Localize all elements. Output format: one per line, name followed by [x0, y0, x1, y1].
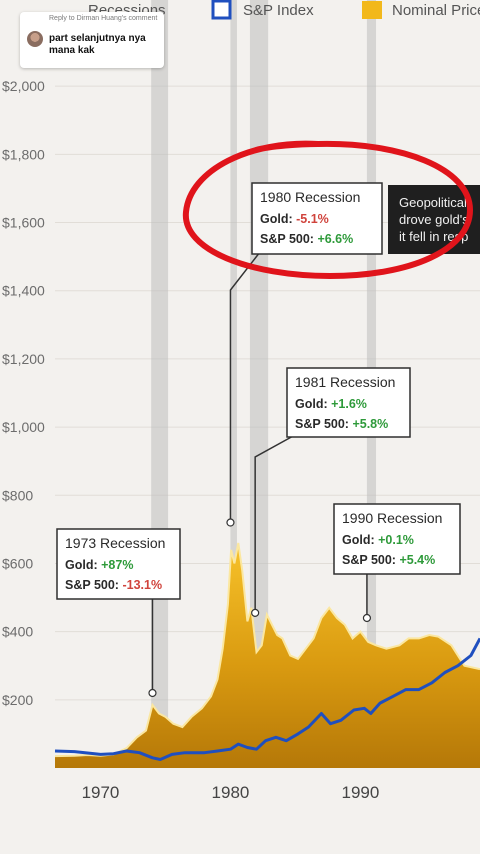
reply-comment-sticker[interactable]: Reply to Dirman Huang's comment part sel…: [20, 12, 164, 68]
avatar: [27, 31, 43, 47]
recession-annotations: 1973 Recession Gold: +87% S&P 500: -13.1% 1…: [56, 182, 461, 698]
annotation-sp-row: S&P 500: +6.6%: [260, 232, 353, 246]
annotation-sp-row: S&P 500: +5.4%: [342, 553, 435, 567]
annotation-box: [286, 367, 411, 438]
series-lines: [54, 637, 480, 761]
annotation-sp-row: S&P 500: -13.1%: [65, 578, 162, 592]
annotation-box: [333, 503, 461, 575]
legend-swatch: [211, 0, 232, 20]
annotation-leader-line: [254, 434, 296, 613]
y-tick-label: $1,200: [2, 351, 45, 367]
annotation-point: [226, 518, 235, 527]
recession-band: [151, 0, 169, 768]
y-tick-label: $2,000: [2, 78, 45, 94]
gold-label: Gold:: [260, 212, 296, 226]
annotation-sp-row: S&P 500: +5.8%: [295, 417, 388, 431]
annotation-title: 1980 Recession: [260, 189, 360, 205]
nominal-price-line: [54, 542, 480, 758]
gold-label: Gold:: [65, 558, 101, 572]
annotation-gold-row: Gold: +87%: [65, 558, 133, 572]
sp-change: -13.1%: [122, 578, 162, 592]
y-tick-label: $600: [2, 555, 33, 571]
x-tick-label: 1990: [342, 783, 380, 802]
y-tick-label: $400: [2, 624, 33, 640]
gold-label: Gold:: [342, 533, 378, 547]
red-circle-highlight: [182, 140, 474, 280]
x-tick-label: 1980: [212, 783, 250, 802]
sp-change: +5.8%: [352, 417, 388, 431]
sp-index-line: [54, 637, 480, 761]
annotation-title: 1973 Recession: [65, 535, 165, 551]
reply-to-label: Reply to Dirman Huang's comment: [49, 15, 158, 22]
annotation-box: [56, 528, 181, 600]
y-tick-label: $800: [2, 487, 33, 503]
annotation-point: [362, 613, 372, 623]
annotation-gold-row: Gold: +1.6%: [295, 397, 367, 411]
gold-change: +1.6%: [331, 397, 367, 411]
annotation-point: [251, 608, 260, 617]
y-tick-label: $1,400: [2, 283, 45, 299]
legend-label: S&P Index: [243, 2, 314, 19]
sp-label: S&P 500:: [295, 417, 352, 431]
annotation-point: [148, 688, 157, 698]
y-tick-label: $200: [2, 692, 33, 708]
sp-label: S&P 500:: [260, 232, 317, 246]
callout-line: it fell in resp: [399, 229, 468, 244]
legend-label: Nominal Price: [392, 2, 480, 19]
sp-change: +6.6%: [317, 232, 353, 246]
gold-change: +87%: [101, 558, 133, 572]
gold-change: +0.1%: [378, 533, 414, 547]
sp-label: S&P 500:: [65, 578, 122, 592]
y-tick-labels: $200 $400 $600 $800 $1,000 $1,200 $1,400 $1,600…: [2, 78, 45, 708]
sp-change: +5.4%: [399, 553, 435, 567]
callout-line: Geopolitical: [399, 195, 467, 210]
x-tick-labels: 1970 1980 1990: [82, 783, 380, 802]
annotation-title: 1981 Recession: [295, 374, 395, 390]
annotation-gold-row: Gold: -5.1%: [260, 212, 329, 226]
gold-label: Gold:: [295, 397, 331, 411]
callout-line: drove gold's: [399, 212, 469, 227]
y-tick-label: $1,800: [2, 146, 45, 162]
annotation-title: 1990 Recession: [342, 510, 442, 526]
recession-band: [230, 0, 237, 768]
legend-swatch: [362, 1, 382, 19]
gold-change: -5.1%: [296, 212, 329, 226]
y-tick-label: $1,000: [2, 419, 45, 435]
annotation-box: [251, 182, 383, 255]
annotation-gold-row: Gold: +0.1%: [342, 533, 414, 547]
comment-text: part selanjutnya nya mana kak: [49, 33, 146, 56]
y-tick-label: $1,600: [2, 215, 45, 231]
sp-label: S&P 500:: [342, 553, 399, 567]
x-tick-label: 1970: [82, 783, 120, 802]
